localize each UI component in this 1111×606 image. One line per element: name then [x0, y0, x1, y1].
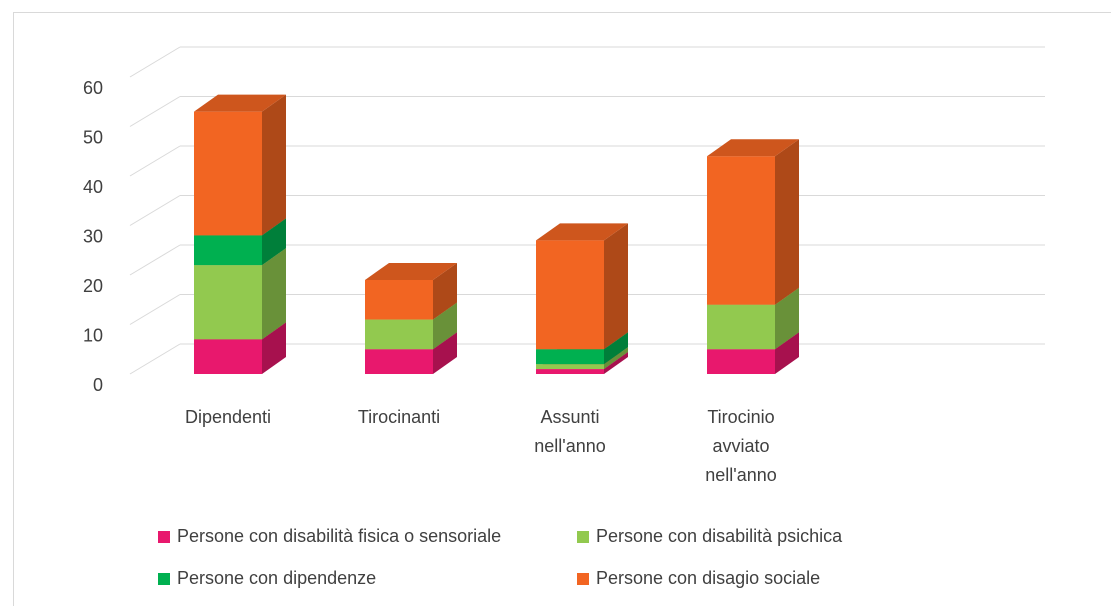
grid-line-side	[129, 96, 181, 127]
bar-segment	[536, 240, 604, 350]
bar-side	[262, 248, 286, 340]
bar-side	[433, 262, 457, 320]
bar-segment	[194, 339, 262, 374]
bar-segment	[365, 279, 433, 320]
bar-segment	[536, 349, 604, 365]
bar-side	[262, 218, 286, 266]
y-tick-label: 40	[83, 177, 103, 197]
legend-label: Persone con disagio sociale	[596, 568, 820, 588]
bar-segment	[194, 235, 262, 266]
bar-side	[775, 287, 799, 350]
bar-segment	[536, 364, 604, 370]
bar-side	[604, 332, 628, 365]
bar-top	[707, 139, 799, 157]
chart-border	[13, 12, 1111, 606]
legend-label: Persone con disabilità psichica	[596, 526, 843, 546]
bar-top	[536, 223, 628, 241]
legend-swatch	[158, 531, 170, 543]
grid-line-side	[129, 145, 181, 177]
bar-side	[433, 302, 457, 350]
grid-line-side	[129, 294, 181, 325]
bar-side	[433, 332, 457, 374]
x-tick-label: Dipendenti	[184, 407, 272, 427]
bar-side	[604, 352, 628, 374]
bar-segment	[194, 265, 262, 340]
bar-side	[262, 94, 286, 236]
grid-line-side	[129, 46, 181, 78]
y-tick-label: 20	[83, 276, 103, 296]
legend-label: Persone con dipendenze	[177, 568, 376, 588]
bar-side	[604, 223, 628, 350]
bar-segment	[194, 111, 262, 236]
legend-swatch	[158, 573, 170, 585]
grid-line-side	[129, 195, 181, 226]
bar-segment	[365, 319, 433, 350]
bar-segment	[707, 156, 775, 305]
bar-side	[775, 139, 799, 305]
y-tick-label: 30	[83, 226, 103, 246]
bar-side	[262, 322, 286, 374]
bar-top	[365, 262, 457, 280]
bar-segment	[365, 349, 433, 374]
legend-swatch	[577, 531, 589, 543]
y-tick-label: 10	[83, 325, 103, 345]
grid-line-side	[129, 343, 181, 375]
grid-line-side	[129, 244, 181, 276]
y-tick-label: 60	[83, 78, 103, 98]
legend-swatch	[577, 573, 589, 585]
bar-segment	[536, 369, 604, 374]
bar-side	[604, 347, 628, 370]
y-tick-label: 50	[83, 127, 103, 147]
bar-segment	[707, 304, 775, 350]
legend-label: Persone con disabilità fisica o sensoria…	[177, 526, 501, 546]
x-tick-label: Assunti nell'anno	[534, 407, 606, 456]
x-tick-label: Tirocinio avviato nell'anno	[705, 407, 777, 485]
bar-segment	[707, 349, 775, 374]
y-tick-label: 0	[93, 375, 103, 395]
bar-top	[194, 94, 286, 112]
bar-side	[775, 332, 799, 374]
x-tick-label: Tirocinanti	[357, 407, 441, 427]
